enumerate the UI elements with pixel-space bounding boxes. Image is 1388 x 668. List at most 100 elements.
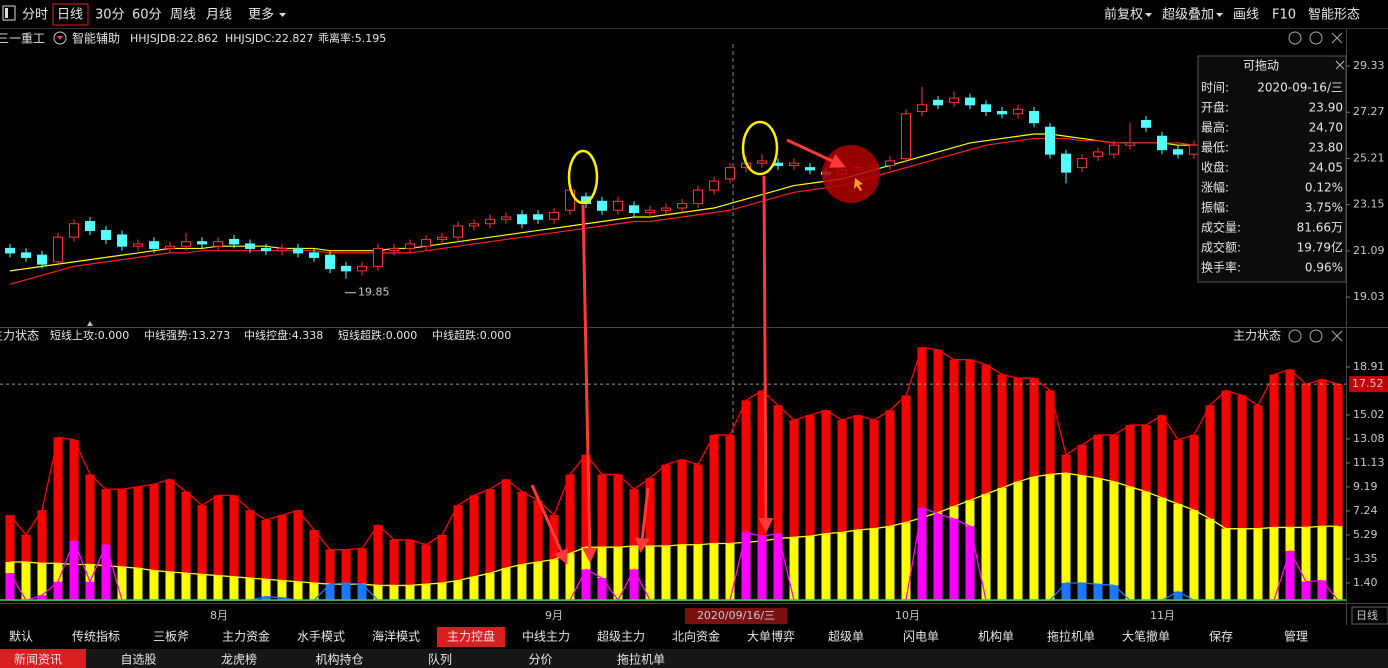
sub-tab[interactable]: 龙虎榜	[221, 652, 257, 667]
help-icon[interactable]	[1309, 31, 1323, 45]
candle-body	[997, 111, 1007, 115]
indicator-tab[interactable]: 大单博弈	[747, 629, 795, 644]
indicator-value: 乖离率:5.195	[318, 31, 386, 45]
candle-body	[949, 97, 959, 104]
indicator-bar	[197, 574, 207, 600]
indicator-bar	[757, 536, 767, 600]
indicator-bar	[757, 390, 767, 600]
sub-tab[interactable]: 自选股	[120, 653, 156, 667]
indicator-tab[interactable]: 机构单	[978, 629, 1014, 644]
indicator-bar	[741, 532, 751, 600]
close-icon[interactable]	[1331, 330, 1343, 342]
arrow	[581, 204, 598, 563]
indicator-tab[interactable]: 北向资金	[672, 629, 720, 644]
settings-icon[interactable]	[1288, 31, 1302, 45]
menu-icon[interactable]	[2, 5, 16, 21]
sub-tab[interactable]: 机构持仓	[315, 652, 363, 667]
candle-body	[437, 236, 447, 240]
indicator-bar	[293, 510, 303, 600]
info-label: 最低:	[1201, 141, 1229, 155]
sub-tab[interactable]: 分价	[528, 653, 552, 667]
info-panel[interactable]: 可拖动 时间: 2020-09-16/三开盘: 23.90 最高: 24.70 最低: 23…	[1197, 55, 1347, 283]
candle-body	[133, 243, 143, 247]
indicator-bar	[709, 543, 719, 600]
info-value: 3.75%	[1305, 201, 1343, 215]
close-icon[interactable]	[1331, 32, 1343, 44]
indicator-bar	[869, 420, 879, 600]
candle-body	[677, 203, 687, 209]
info-label: 最高:	[1201, 120, 1229, 135]
info-label: 成交额:	[1201, 240, 1241, 255]
indicator-tab[interactable]: 中线主力	[522, 629, 570, 644]
info-label: 振幅:	[1201, 200, 1229, 215]
indicator-bar	[581, 569, 591, 600]
indicator-bar	[1077, 582, 1087, 600]
indicator-tab[interactable]: 超级主力	[597, 629, 645, 644]
menu-icon-bar	[5, 8, 8, 18]
candle-body	[245, 243, 255, 249]
indicator-bar	[37, 510, 47, 600]
indicator-bar	[517, 491, 527, 600]
close-icon[interactable]	[1335, 60, 1345, 70]
candle-body	[53, 236, 63, 263]
indicator-bar	[1109, 481, 1119, 600]
sub-tab[interactable]: 拖拉机单	[617, 652, 665, 667]
info-label: 时间:	[1201, 81, 1229, 95]
period-tab[interactable]: 更多	[248, 7, 274, 23]
indicator-tab[interactable]: 水手模式	[297, 630, 345, 644]
indicator-tab[interactable]: 默认	[9, 629, 33, 644]
indicator-bar	[1253, 405, 1263, 600]
indicator-bar	[853, 529, 863, 600]
indicator-tab[interactable]: 管理	[1284, 629, 1308, 644]
y-tick-label: 18.91	[1353, 360, 1385, 373]
indicator-tab[interactable]: 主力资金	[222, 629, 270, 644]
indicator-bar	[1093, 478, 1103, 600]
indicator-bar	[85, 581, 95, 600]
indicator-tab[interactable]: 海洋模式	[372, 629, 420, 644]
period-tab[interactable]: 60分	[132, 8, 162, 23]
info-label: 成交量:	[1201, 220, 1241, 235]
indicator-bar	[773, 405, 783, 600]
indicator-value: HHJSJDC:22.827	[225, 32, 313, 45]
indicator-tab[interactable]: 保存	[1209, 630, 1233, 644]
period-tab[interactable]: 月线	[206, 8, 232, 23]
indicator-bar	[917, 507, 927, 600]
toolbar-button[interactable]: 前复权	[1104, 7, 1143, 23]
toolbar-button[interactable]: F10	[1272, 8, 1296, 23]
moving-average	[9, 137, 1338, 285]
candle-body	[213, 241, 223, 247]
period-tab[interactable]: 周线	[170, 8, 196, 23]
indicator-bar	[357, 548, 367, 600]
info-label: 换手率:	[1201, 260, 1241, 275]
indicator-line	[10, 472, 1338, 587]
sub-tab[interactable]: 新闻资讯	[14, 652, 62, 667]
indicator-bar	[1189, 510, 1199, 600]
indicator-tab[interactable]: 三板斧	[153, 630, 189, 644]
toolbar-button[interactable]: 超级叠加	[1162, 8, 1214, 23]
period-tab[interactable]: 日线	[57, 8, 83, 23]
help-icon[interactable]	[1309, 329, 1323, 343]
indicator-bar	[693, 464, 703, 600]
collapse-caret[interactable]	[87, 321, 93, 326]
candle-body	[261, 247, 271, 252]
assist-icon[interactable]	[53, 31, 67, 45]
indicator-bar	[885, 410, 895, 600]
indicator-bar	[421, 584, 431, 600]
sub-tab[interactable]: 队列	[428, 652, 452, 667]
toolbar-button[interactable]: 智能形态	[1308, 8, 1360, 23]
current-value-box	[1349, 376, 1388, 393]
indicator-tab[interactable]: 超级单	[828, 629, 864, 644]
candle-body	[933, 99, 943, 106]
period-tab[interactable]: 30分	[95, 8, 125, 23]
indicator-bar	[437, 582, 447, 600]
toolbar-button[interactable]: 画线	[1233, 8, 1259, 23]
indicator-tab[interactable]: 大笔撤单	[1122, 629, 1170, 644]
candle-body	[1125, 142, 1135, 146]
indicator-tab[interactable]: 主力控盘	[447, 629, 495, 644]
indicator-tab[interactable]: 传统指标	[72, 629, 120, 644]
indicator-tab[interactable]: 拖拉机单	[1047, 629, 1095, 644]
period-tab[interactable]: 分时	[22, 8, 48, 23]
indicator-bar	[293, 581, 303, 600]
settings-icon[interactable]	[1288, 329, 1302, 343]
indicator-tab[interactable]: 闪电单	[903, 630, 939, 644]
